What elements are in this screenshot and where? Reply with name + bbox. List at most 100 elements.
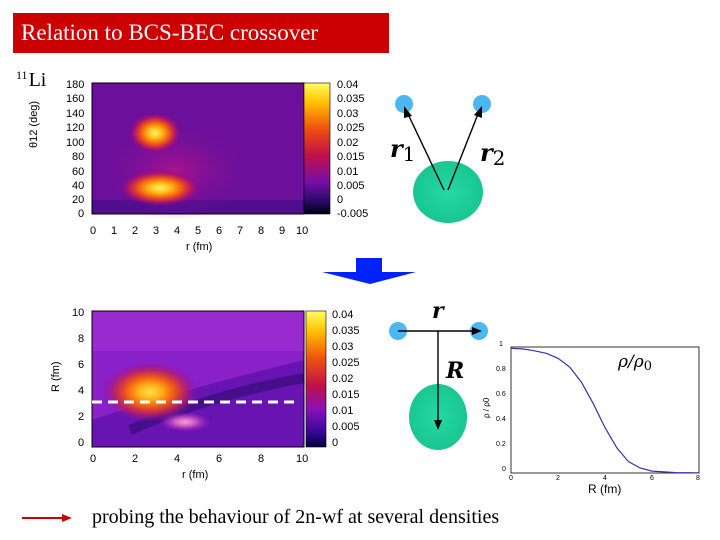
top-y-tick: 40 — [72, 180, 85, 192]
diagram-bottom — [389, 322, 488, 450]
top-y-tick: 80 — [72, 151, 85, 163]
slide-title: Relation to BCS-BEC crossover — [21, 20, 319, 45]
top-colorbar-tick: 0.03 — [337, 108, 359, 120]
bottom-x-tick: 4 — [174, 453, 181, 465]
bottom-y-tick: 4 — [78, 385, 85, 397]
down-arrow — [322, 258, 416, 284]
diagram-top — [395, 95, 491, 223]
bottom-colorbar-tick: 0.035 — [332, 325, 360, 337]
bottom-colorbar-tick: 0.015 — [332, 389, 360, 401]
bottom-y-tick: 2 — [78, 411, 85, 423]
vector-r2 — [447, 113, 479, 191]
top-x-axis-title: r (fm) — [186, 241, 213, 253]
bottom-y-tick: 0 — [78, 437, 85, 449]
bottom-x-tick: 8 — [258, 453, 265, 465]
top-colorbar-tick: -0.005 — [337, 208, 369, 220]
bottom-x-tick: 2 — [132, 453, 139, 465]
density-y-axis-title: ρ / ρ0 — [482, 397, 491, 418]
footer-arrow — [22, 514, 72, 522]
density-x-tick: 2 — [556, 475, 560, 482]
top-x-tick: 1 — [111, 225, 118, 237]
vector-r1-head — [404, 106, 412, 118]
top-x-tick: 10 — [296, 225, 309, 237]
vector-r1 — [407, 113, 445, 191]
top-y-tick: 180 — [66, 79, 85, 91]
bottom-heatmap-peak-large — [102, 362, 198, 422]
top-colorbar-tick: 0.02 — [337, 137, 359, 149]
density-y-tick: 0.6 — [496, 391, 506, 398]
top-y-tick: 140 — [66, 108, 85, 120]
density-x-tick: 8 — [696, 475, 700, 482]
bottom-heatmap-upper-band — [92, 311, 304, 351]
top-colorbar-tick: 0.025 — [337, 122, 365, 134]
bottom-colorbar-tick: 0.01 — [332, 405, 354, 417]
top-y-tick: 20 — [72, 194, 85, 206]
bottom-y-axis-title: R (fm) — [50, 361, 62, 392]
top-y-tick: 60 — [72, 166, 85, 178]
top-x-tick: 2 — [132, 225, 139, 237]
bottom-heatmap-frame — [91, 310, 305, 448]
vector-R-head — [434, 420, 442, 430]
density-y-tick: 0.8 — [496, 366, 506, 373]
bottom-x-tick: 10 — [296, 453, 309, 465]
density-legend: ρ/ρ0 — [618, 352, 652, 374]
bottom-colorbar-tick: 0.025 — [332, 357, 360, 369]
footer-arrow-head — [62, 514, 72, 522]
bottom-colorbar-tick: 0 — [332, 437, 339, 449]
top-colorbar-tick: 0.005 — [337, 180, 365, 192]
density-y-tick: 1 — [499, 341, 503, 348]
bottom-colorbar — [305, 310, 327, 448]
top-y-tick: 100 — [66, 137, 85, 149]
top-x-tick: 4 — [174, 225, 181, 237]
top-colorbar-tick: 0.015 — [337, 151, 365, 163]
label-r: r — [432, 298, 444, 324]
vector-r-head — [472, 327, 482, 335]
top-colorbar-tick: 0.01 — [337, 166, 359, 178]
label-r2: r2 — [480, 138, 506, 170]
bottom-colorbar-tick: 0.03 — [332, 341, 354, 353]
top-colorbar-tick: 0.035 — [337, 93, 365, 105]
density-x-tick: 4 — [603, 475, 607, 482]
down-arrow-body — [356, 258, 382, 272]
footer-caption: probing the behaviour of 2n-wf at severa… — [92, 506, 500, 528]
label-R: R — [446, 358, 465, 384]
down-arrow-head — [322, 272, 416, 284]
top-x-tick: 6 — [216, 225, 223, 237]
top-y-tick: 0 — [78, 208, 85, 220]
top-heatmap — [91, 82, 331, 220]
bottom-y-tick: 8 — [78, 333, 85, 345]
bottom-x-tick: 6 — [216, 453, 223, 465]
top-heatmap-peak-upper — [129, 113, 181, 153]
density-x-axis-title: R (fm) — [588, 482, 622, 496]
bottom-x-tick: 0 — [90, 453, 97, 465]
bottom-colorbar-tick: 0.04 — [332, 309, 354, 321]
top-colorbar-tick: 0.04 — [337, 79, 359, 91]
density-y-tick: 0.2 — [496, 441, 506, 448]
bottom-colorbar-tick: 0.005 — [332, 421, 360, 433]
density-curve — [510, 347, 700, 474]
top-x-tick: 0 — [90, 225, 97, 237]
bottom-heatmap-peak-small — [159, 412, 211, 432]
density-y-tick: 0 — [502, 466, 506, 473]
top-x-tick: 9 — [279, 225, 286, 237]
vector-r2-head — [474, 106, 482, 118]
density-plot — [510, 346, 700, 474]
label-r1: r1 — [390, 134, 416, 166]
density-y-tick: 0.4 — [496, 416, 506, 423]
top-x-tick: 5 — [195, 225, 202, 237]
bottom-y-tick: 10 — [72, 307, 85, 319]
top-y-tick: 160 — [66, 93, 85, 105]
density-plot-frame — [510, 346, 700, 474]
top-heatmap-peak-lower — [120, 170, 200, 206]
density-x-tick: 0 — [509, 475, 513, 482]
top-x-tick: 3 — [153, 225, 160, 237]
title-banner: Relation to BCS-BEC crossover — [13, 13, 389, 53]
top-x-tick: 7 — [237, 225, 244, 237]
bottom-x-axis-title: r (fm) — [182, 469, 209, 481]
top-colorbar-tick: 0 — [337, 194, 344, 206]
nucleus-label: 11Li — [16, 68, 47, 91]
top-colorbar — [303, 82, 331, 215]
density-x-tick: 6 — [650, 475, 654, 482]
bottom-y-tick: 6 — [78, 359, 85, 371]
